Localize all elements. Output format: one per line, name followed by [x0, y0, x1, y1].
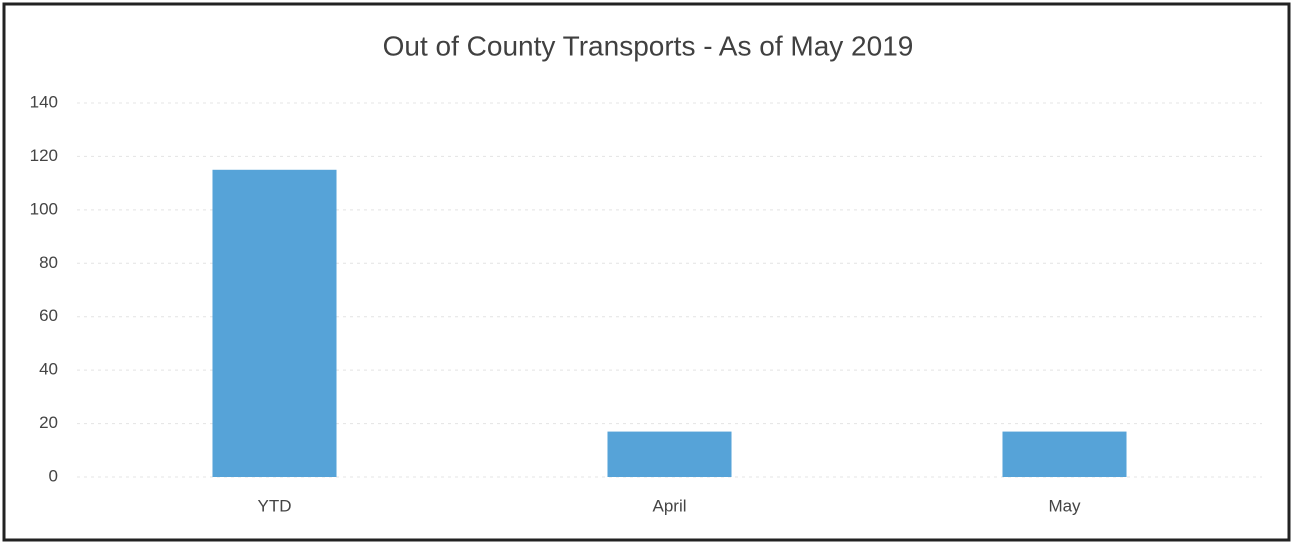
y-tick-label: 100 — [30, 199, 58, 218]
bar — [607, 431, 732, 477]
chart-title: Out of County Transports - As of May 201… — [383, 30, 914, 61]
y-tick-label: 140 — [30, 92, 58, 111]
x-tick-label: May — [1048, 496, 1081, 515]
y-tick-label: 20 — [39, 413, 58, 432]
bar — [1002, 431, 1127, 477]
y-tick-label: 40 — [39, 360, 58, 379]
x-tick-label: YTD — [258, 496, 292, 515]
y-tick-label: 120 — [30, 146, 58, 165]
y-tick-label: 80 — [39, 253, 58, 272]
x-tick-label: April — [652, 496, 686, 515]
y-tick-label: 60 — [39, 306, 58, 325]
bar — [212, 169, 337, 478]
y-tick-label: 0 — [49, 466, 58, 485]
